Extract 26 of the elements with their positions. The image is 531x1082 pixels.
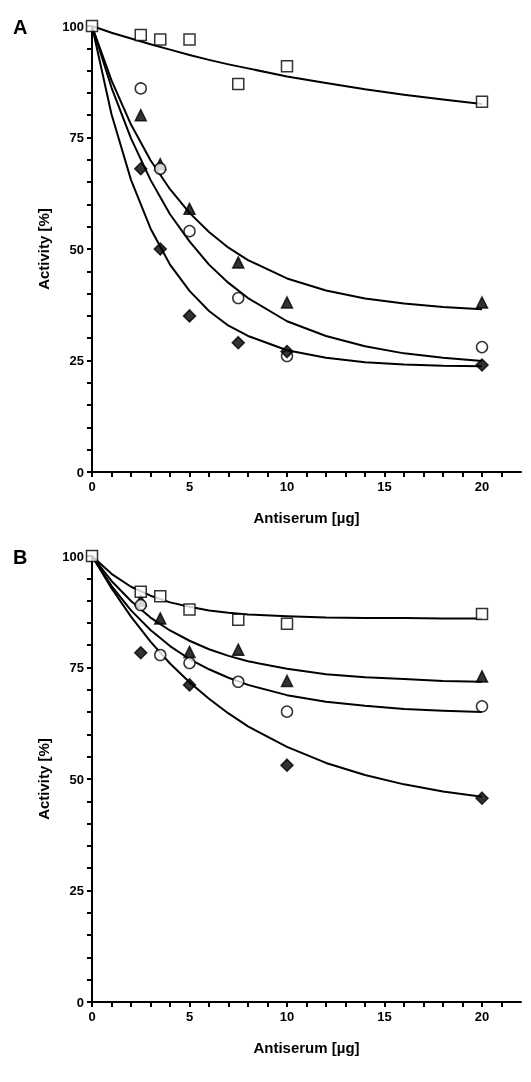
y-tick-label: 0 [76,994,84,1010]
y-tick-label: 25 [69,883,84,898]
y-tick-label: 50 [69,241,84,257]
y-tick-label: 100 [62,18,84,34]
chart-title: B [13,546,28,568]
x-tick-label: 20 [474,479,490,494]
x-tick-label: 5 [185,479,194,494]
y-axis-title: Activity [%] [35,208,53,290]
x-tick-label: 0 [88,1009,96,1024]
y-tick-label: 75 [69,660,84,675]
y-tick-label: 100 [62,548,84,564]
x-tick-label: 0 [88,479,96,494]
x-tick-label: 10 [279,479,295,494]
y-axis-title: Activity [%] [35,738,53,820]
y-tick-label: 75 [69,130,84,145]
x-tick-label: 10 [279,1009,295,1024]
chart-title: A [13,16,28,38]
x-axis-title: Antiserum [µg] [253,1039,360,1056]
x-tick-label: 15 [377,1009,392,1024]
y-tick-label: 25 [69,353,84,368]
y-tick-label: 50 [69,771,84,787]
x-tick-label: 20 [474,1009,490,1024]
x-axis-title: Antiserum [µg] [253,509,360,526]
x-tick-label: 5 [185,1009,194,1024]
y-tick-label: 0 [76,464,84,480]
x-tick-label: 15 [377,479,392,494]
